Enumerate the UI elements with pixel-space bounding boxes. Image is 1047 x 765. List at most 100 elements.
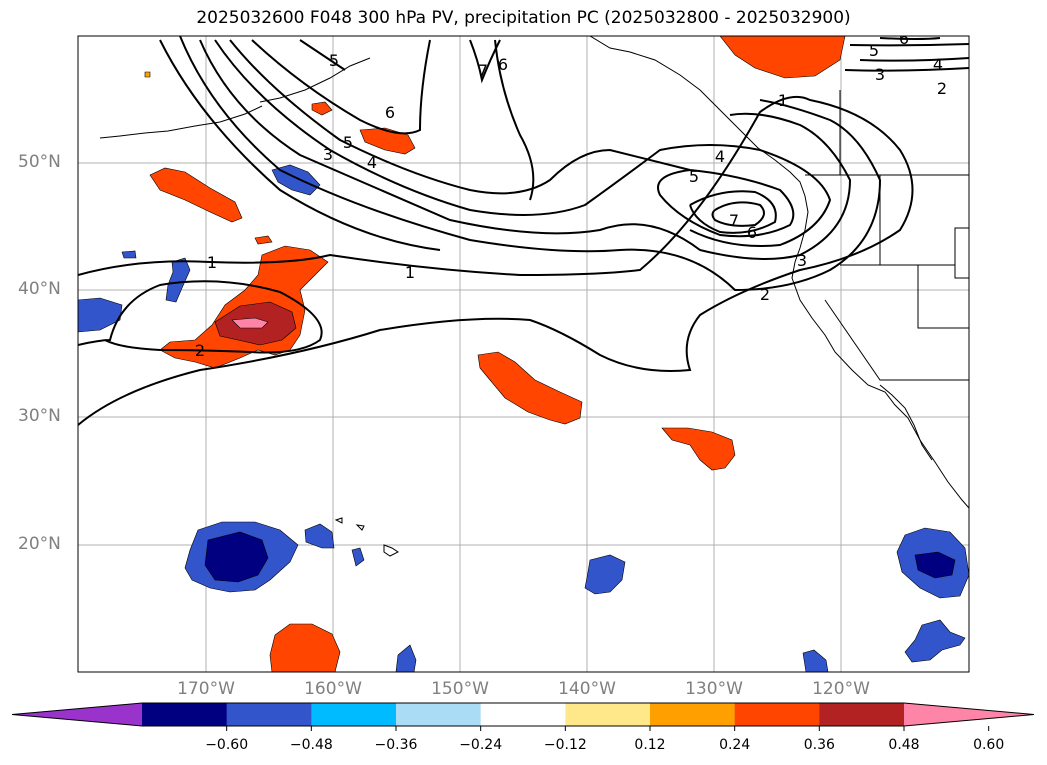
contour-label: 3: [797, 251, 807, 270]
colorbar-segment: [396, 703, 482, 726]
precip-positive-patch: [149, 167, 243, 223]
contour-label: 2: [195, 341, 205, 360]
colorbar-extend-high: [904, 703, 1034, 726]
precip-positive-patch: [269, 623, 341, 672]
map-title: 2025032600 F048 300 hPa PV, precipitatio…: [196, 8, 851, 28]
precip-negative-patch: [904, 619, 966, 663]
lon-label-160w: 160°W: [304, 679, 362, 699]
lat-label-50n: 50°N: [18, 152, 61, 172]
contour-label: 2: [760, 285, 770, 304]
lon-label-120w: 120°W: [812, 679, 870, 699]
contour-label: 6: [498, 55, 508, 74]
pv-contour-4: [859, 57, 969, 62]
colorbar-tick-label: 0.36: [803, 737, 835, 753]
lat-label-40n: 40°N: [18, 279, 61, 299]
precip-positive-patch: [311, 101, 333, 116]
colorbar-tick-label: −0.12: [543, 737, 587, 753]
precip-negative-patch: [802, 649, 829, 672]
pv-contour-7: [711, 201, 765, 227]
colorbar-segment: [734, 703, 820, 726]
contour-label: 7: [478, 61, 488, 80]
contour-label: 6: [899, 29, 909, 48]
contour-label: 4: [367, 153, 377, 172]
contour-label: 7: [729, 211, 739, 230]
colorbar-tick-label: −0.36: [374, 737, 418, 753]
contour-label: 2: [937, 79, 947, 98]
contour-label: 1: [207, 253, 217, 272]
contour-label: 5: [689, 167, 699, 186]
contour-label: 3: [323, 145, 333, 164]
lat-label-30n: 30°N: [18, 406, 61, 426]
precipitation-shading: [78, 36, 969, 672]
colorbar-extend-low: [12, 703, 142, 726]
pv-contour-5: [299, 39, 346, 71]
lon-label-140w: 140°W: [558, 679, 616, 699]
coastlines: [99, 36, 969, 557]
pv-contour-6: [689, 190, 777, 234]
colorbar-segment: [819, 703, 905, 726]
colorbar-tick-label: 0.24: [719, 737, 751, 753]
colorbar-tick-label: 0.12: [634, 737, 666, 753]
lon-label-130w: 130°W: [685, 679, 743, 699]
colorbar-segment: [311, 703, 397, 726]
pv-contour-6: [251, 39, 431, 135]
contour-label: 3: [875, 65, 885, 84]
precip-negative-patch: [121, 250, 137, 259]
pv-contour-2: [78, 280, 323, 354]
precip-positive-patch: [231, 317, 269, 329]
precip-positive-patch: [359, 127, 416, 155]
contour-label: 5: [343, 133, 353, 152]
colorbar-tick-label: 0.60: [973, 737, 1005, 753]
pv-contour-labels: 1 1 1 2 2 2 3 3 3 4 4 4 5 5 5 5 6 6 6 6 …: [195, 29, 947, 360]
precip-negative-patch: [584, 554, 626, 595]
precip-positive-patch: [144, 71, 151, 78]
pv-contours: [78, 36, 969, 426]
contour-label: 1: [778, 91, 788, 110]
precip-negative-patch: [914, 551, 956, 579]
precip-negative-patch: [304, 523, 335, 549]
colorbar-segment: [650, 703, 736, 726]
colorbar-segment: [226, 703, 312, 726]
pv-contour-5: [849, 43, 969, 47]
pv-contour-1: [78, 96, 914, 426]
contour-label: 1: [405, 263, 415, 282]
precip-positive-patch: [661, 427, 736, 471]
precip-negative-patch: [395, 644, 417, 672]
colorbar-tick-label: −0.60: [205, 737, 249, 753]
precip-negative-patch: [165, 257, 191, 303]
colorbar-tick-label: −0.48: [289, 737, 333, 753]
pv-contour-5: [229, 39, 795, 238]
precip-negative-patch: [204, 531, 269, 583]
pv-contour-6: [879, 37, 941, 40]
colorbar-tick-label: −0.24: [459, 737, 503, 753]
colorbar-segment: [565, 703, 651, 726]
colorbar-segment: [142, 703, 228, 726]
contour-label: 5: [869, 41, 879, 60]
map-frame: [77, 35, 970, 673]
colorbar-tick-label: 0.48: [888, 737, 920, 753]
pv-contour-7: [469, 39, 501, 84]
precip-negative-patch: [78, 297, 123, 333]
colorbar-segments: [11, 702, 1035, 731]
contour-label: 5: [329, 51, 339, 70]
pv-contour-1: [159, 39, 441, 251]
contour-label: 6: [747, 223, 757, 242]
precip-positive-patch: [254, 235, 273, 245]
map-panel: 1 1 1 2 2 2 3 3 3 4 4 4 5 5 5 5 6 6 6 6 …: [77, 29, 970, 673]
pv-contour-3: [844, 67, 969, 72]
colorbar-outline: [11, 702, 1035, 727]
precip-positive-patch: [719, 36, 846, 79]
contour-label: 4: [933, 55, 943, 74]
lat-label-20n: 20°N: [18, 534, 61, 554]
lon-label-150w: 150°W: [431, 679, 489, 699]
pv-contour-4: [214, 39, 832, 247]
contour-label: 4: [715, 147, 725, 166]
precip-negative-patch: [351, 547, 365, 567]
lon-label-170w: 170°W: [177, 679, 235, 699]
precip-positive-patch: [477, 351, 583, 425]
pv-contour-2: [179, 36, 882, 292]
contour-label: 6: [385, 103, 395, 122]
colorbar-segment: [480, 703, 566, 726]
pv-contour-3: [199, 39, 852, 260]
pv-contour-6: [494, 39, 535, 201]
